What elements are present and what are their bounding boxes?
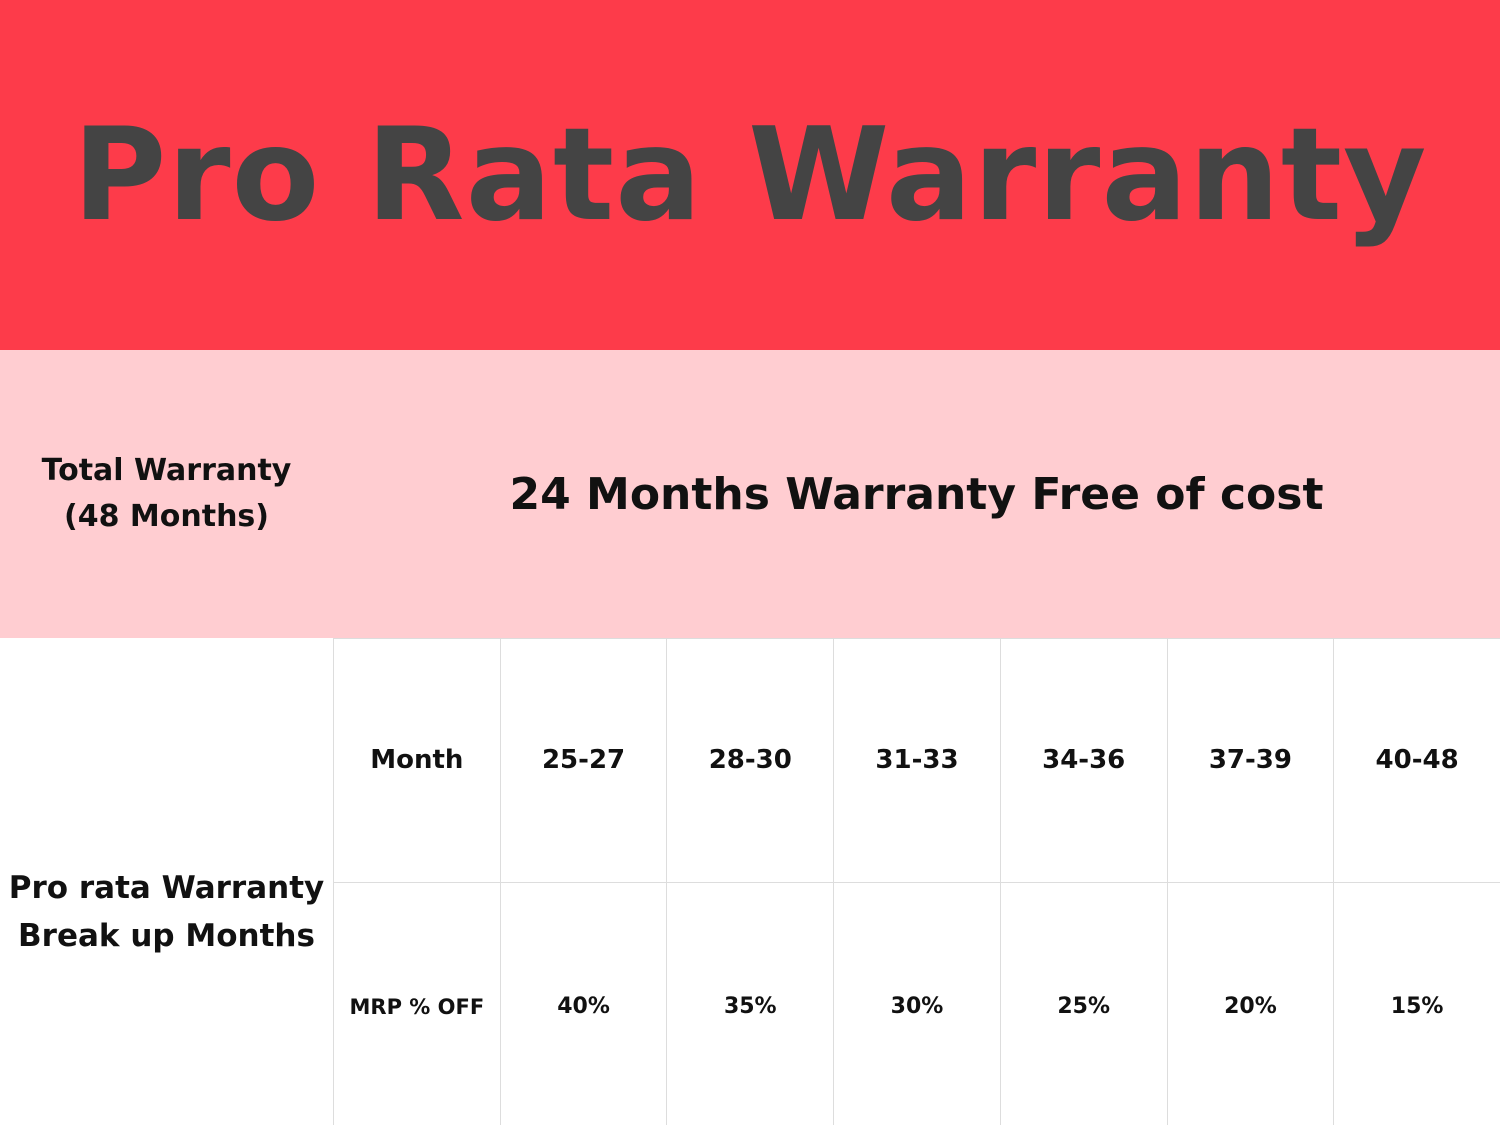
summary-text: 24 Months Warranty Free of cost bbox=[509, 468, 1324, 520]
cell: 20% bbox=[1166, 881, 1334, 1125]
cell: 25% bbox=[999, 881, 1167, 1125]
cell: 15% bbox=[1333, 881, 1500, 1125]
cell: 28-30 bbox=[666, 638, 834, 882]
header-band: Pro Rata Warranty bbox=[0, 0, 1500, 350]
title: Pro Rata Warranty bbox=[72, 100, 1428, 250]
cell: 37-39 bbox=[1166, 638, 1334, 882]
row-header: Pro rata Warranty Break up Months bbox=[0, 638, 333, 1125]
summary-band: Total Warranty (48 Months) 24 Months War… bbox=[0, 350, 1500, 638]
label-line: (48 Months) bbox=[64, 499, 269, 534]
cell: 35% bbox=[666, 881, 834, 1125]
cell: 25-27 bbox=[499, 638, 667, 882]
cell: 30% bbox=[833, 881, 1000, 1125]
summary-label: Total Warranty (48 Months) bbox=[0, 350, 333, 638]
cell: 34-36 bbox=[999, 638, 1167, 882]
row-label-cell: MRP % OFF bbox=[333, 881, 500, 1125]
row-header-line: Pro rata Warranty bbox=[8, 869, 325, 906]
cell: 40% bbox=[499, 881, 667, 1125]
row-header-line: Break up Months bbox=[18, 917, 315, 954]
row-label-cell: Month bbox=[333, 638, 500, 882]
cell: 40-48 bbox=[1333, 638, 1500, 882]
cell: 31-33 bbox=[833, 638, 1000, 882]
label-line: Total Warranty bbox=[41, 453, 292, 488]
